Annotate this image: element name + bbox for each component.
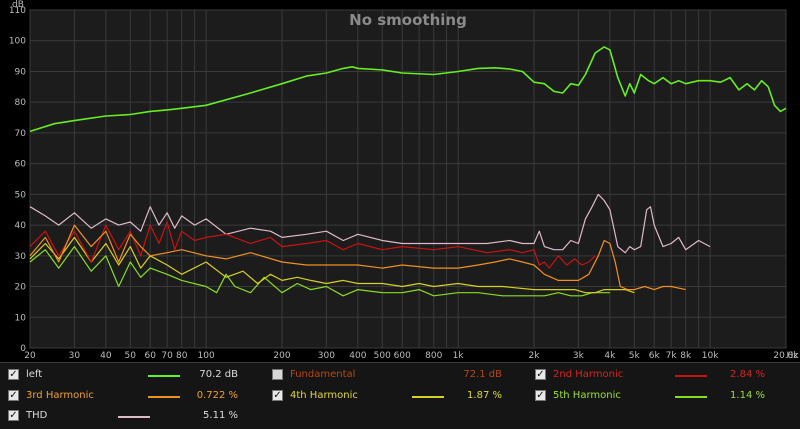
- chart-title: No smoothing: [349, 11, 467, 29]
- x-tick-label: 500: [374, 351, 391, 361]
- y-tick-label: 0: [20, 344, 26, 354]
- legend-checkbox-5th-harmonic[interactable]: ✓: [535, 390, 546, 401]
- legend-item-2nd-harmonic[interactable]: ✓ 2nd Harmonic 2.84 %: [535, 367, 795, 385]
- x-tick-label: 2k: [529, 351, 541, 361]
- x-tick-label: 4k: [604, 351, 616, 361]
- x-tick-label: 60: [145, 351, 157, 361]
- legend-swatch: [412, 396, 444, 398]
- x-tick-label: 1k: [453, 351, 465, 361]
- x-tick-label: 40: [100, 351, 112, 361]
- legend-label: 3rd Harmonic: [26, 390, 94, 401]
- legend-label: left: [26, 369, 43, 380]
- x-tick-label: 600: [394, 351, 411, 361]
- x-tick-label: 800: [425, 351, 442, 361]
- legend-swatch: [148, 375, 180, 377]
- plot-area: [29, 9, 787, 349]
- x-tick-label: 10k: [702, 351, 719, 361]
- series-line-2nd-harmonic: [29, 221, 596, 269]
- legend-value: 1.14 %: [730, 390, 765, 401]
- legend-checkbox-fundamental[interactable]: [272, 369, 283, 380]
- x-tick-label: 20: [24, 351, 36, 361]
- legend-value: 70.2 dB: [199, 369, 238, 380]
- legend-value: 72.1 dB: [463, 369, 502, 380]
- x-tick-label: 200: [273, 351, 290, 361]
- legend-swatch: [675, 375, 707, 377]
- x-axis-label: Hz: [787, 351, 799, 361]
- series-line-4th-harmonic: [29, 236, 635, 294]
- legend-label: 4th Harmonic: [290, 390, 358, 401]
- legend-checkbox-3rd-harmonic[interactable]: ✓: [8, 390, 19, 401]
- legend-checkbox-left[interactable]: ✓: [8, 369, 19, 380]
- y-tick-label: 70: [15, 129, 27, 139]
- x-tick-label: 400: [349, 351, 366, 361]
- legend-value: 2.84 %: [730, 369, 765, 380]
- y-tick-label: 110: [9, 6, 26, 16]
- series-line-3rd-harmonic: [29, 224, 686, 291]
- legend-item-5th-harmonic[interactable]: ✓ 5th Harmonic 1.14 %: [535, 388, 795, 406]
- x-tick-label: 20.0k: [773, 351, 799, 361]
- x-tick-label: 3k: [573, 351, 585, 361]
- x-tick-label: 8k: [680, 351, 692, 361]
- legend-label: THD: [26, 410, 48, 421]
- legend-item-4th-harmonic[interactable]: ✓ 4th Harmonic 1.87 %: [272, 388, 532, 406]
- legend-swatch: [148, 396, 180, 398]
- legend-checkbox-thd[interactable]: ✓: [8, 410, 19, 421]
- x-tick-label: 30: [69, 351, 81, 361]
- x-tick-label: 7k: [666, 351, 678, 361]
- legend-swatch: [675, 396, 707, 398]
- y-tick-label: 10: [15, 313, 27, 323]
- legend-panel: ✓ left 70.2 dB Fundamental 72.1 dB ✓ 2nd…: [0, 362, 800, 429]
- y-tick-label: 100: [9, 37, 26, 47]
- y-tick-label: 60: [15, 160, 27, 170]
- x-tick-label: 70: [161, 351, 173, 361]
- y-tick-label: 80: [15, 98, 27, 108]
- legend-checkbox-2nd-harmonic[interactable]: ✓: [535, 369, 546, 380]
- series-line-thd: [29, 193, 711, 254]
- x-tick-label: 100: [198, 351, 215, 361]
- legend-item-thd[interactable]: ✓ THD 5.11 %: [8, 408, 268, 426]
- y-tick-label: 30: [15, 252, 27, 262]
- y-tick-label: 50: [15, 190, 27, 200]
- x-tick-label: 5k: [629, 351, 641, 361]
- legend-label: Fundamental: [290, 369, 356, 380]
- legend-item-fundamental[interactable]: Fundamental 72.1 dB: [272, 367, 532, 385]
- legend-item-3rd-harmonic[interactable]: ✓ 3rd Harmonic 0.722 %: [8, 388, 268, 406]
- legend-label: 5th Harmonic: [553, 390, 621, 401]
- y-tick-label: 90: [15, 67, 27, 77]
- legend-value: 0.722 %: [196, 390, 238, 401]
- y-tick-label: 20: [15, 283, 27, 293]
- legend-label: 2nd Harmonic: [553, 369, 624, 380]
- legend-swatch: [118, 416, 150, 418]
- y-axis-label: dB: [12, 0, 24, 10]
- legend-checkbox-4th-harmonic[interactable]: ✓: [272, 390, 283, 401]
- x-tick-label: 80: [176, 351, 188, 361]
- legend-value: 5.11 %: [203, 410, 238, 421]
- x-tick-label: 50: [125, 351, 137, 361]
- legend-value: 1.87 %: [467, 390, 502, 401]
- x-tick-label: 6k: [649, 351, 661, 361]
- series-line-left: [29, 46, 787, 133]
- series-line-5th-harmonic: [29, 246, 610, 297]
- x-tick-label: 300: [318, 351, 335, 361]
- legend-item-left[interactable]: ✓ left 70.2 dB: [8, 367, 268, 385]
- y-tick-label: 40: [15, 221, 27, 231]
